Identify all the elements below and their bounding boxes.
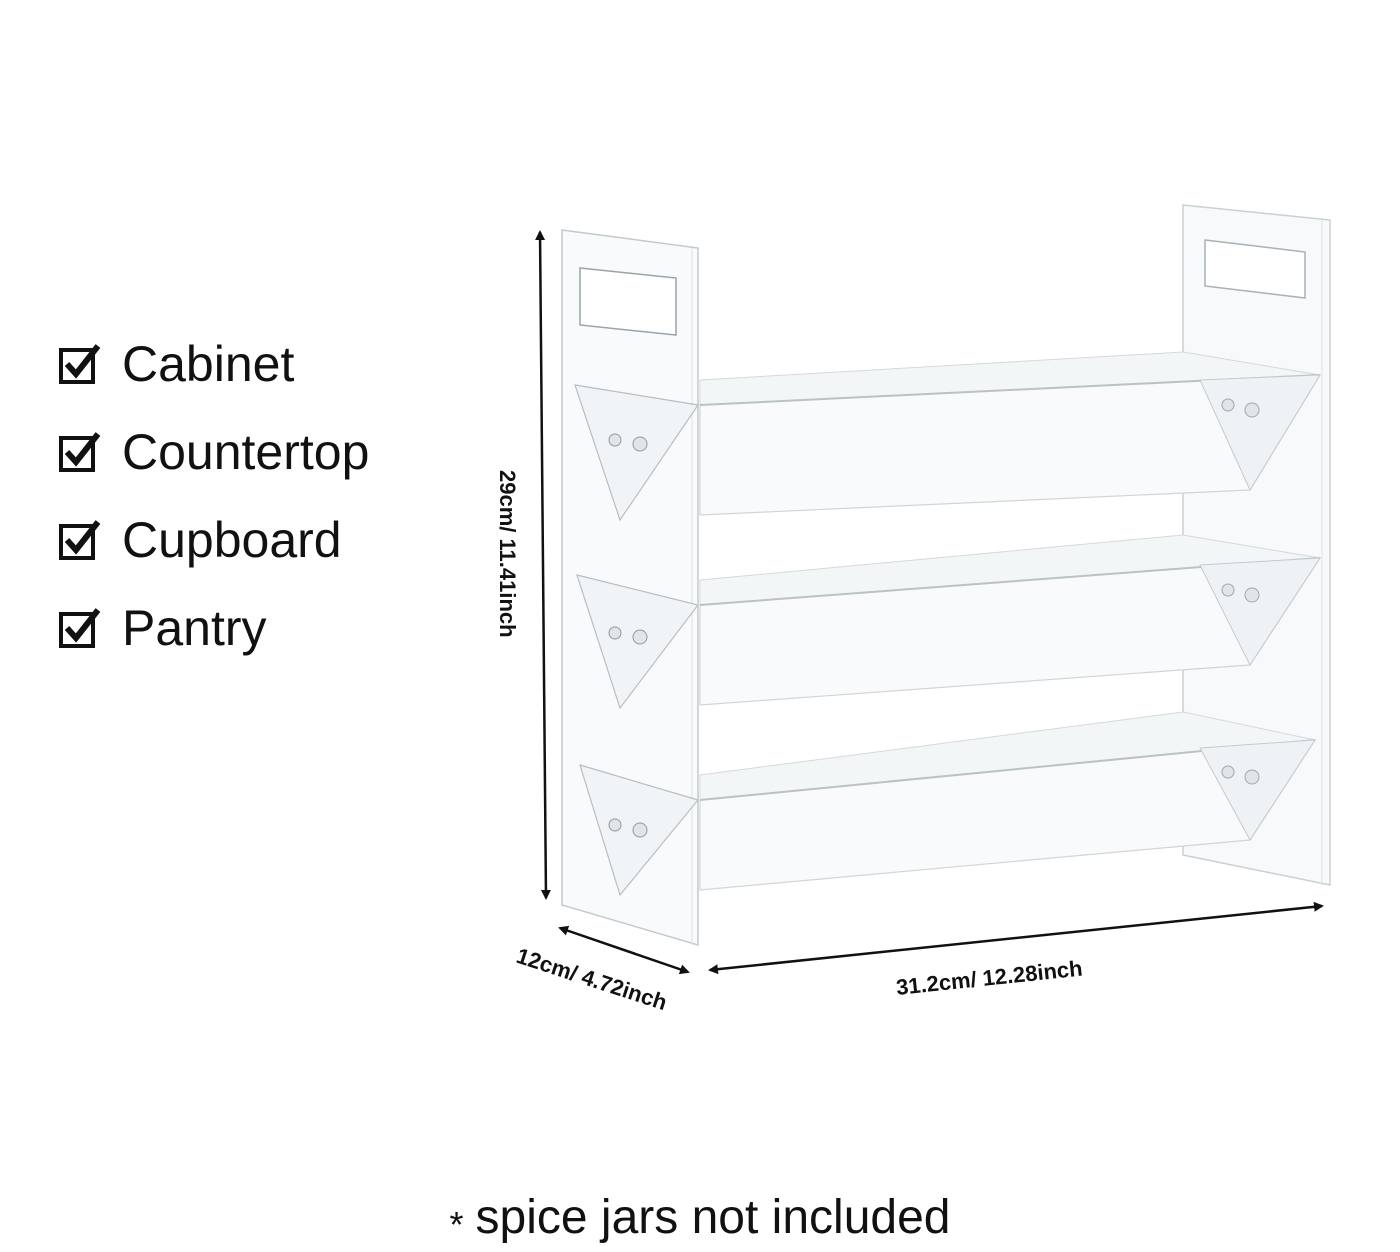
checked-box-icon bbox=[59, 344, 101, 384]
use-item-pantry: Pantry bbox=[58, 584, 369, 672]
depth-dimension-arrow bbox=[558, 925, 690, 975]
checked-box-icon bbox=[59, 520, 101, 560]
asterisk: * bbox=[449, 1204, 464, 1245]
disclaimer-text: spice jars not included bbox=[475, 1191, 951, 1244]
use-item-countertop: Countertop bbox=[58, 408, 369, 496]
checked-box-icon bbox=[59, 432, 101, 472]
shelf-middle bbox=[699, 534, 1322, 706]
width-dimension-arrow bbox=[708, 901, 1324, 975]
use-label: Cupboard bbox=[122, 512, 342, 568]
left-side-panel bbox=[561, 229, 700, 947]
uses-list: Cabinet Countertop Cupboard Pantry bbox=[58, 320, 369, 672]
use-label: Cabinet bbox=[122, 336, 295, 392]
disclaimer-note: * spice jars not included bbox=[0, 1190, 1400, 1245]
use-item-cabinet: Cabinet bbox=[58, 320, 369, 408]
depth-label: 12cm/ 4.72inch bbox=[513, 943, 670, 1015]
height-dimension-arrow bbox=[535, 230, 551, 900]
width-label: 31.2cm/ 12.28inch bbox=[895, 956, 1084, 1000]
height-label: 29cm/ 11.41inch bbox=[495, 470, 520, 638]
use-label: Countertop bbox=[122, 424, 370, 480]
checked-box-icon bbox=[59, 608, 101, 648]
shelf-bottom bbox=[699, 711, 1317, 891]
shelf-top bbox=[699, 351, 1322, 516]
use-item-cupboard: Cupboard bbox=[58, 496, 369, 584]
use-label: Pantry bbox=[122, 600, 267, 656]
